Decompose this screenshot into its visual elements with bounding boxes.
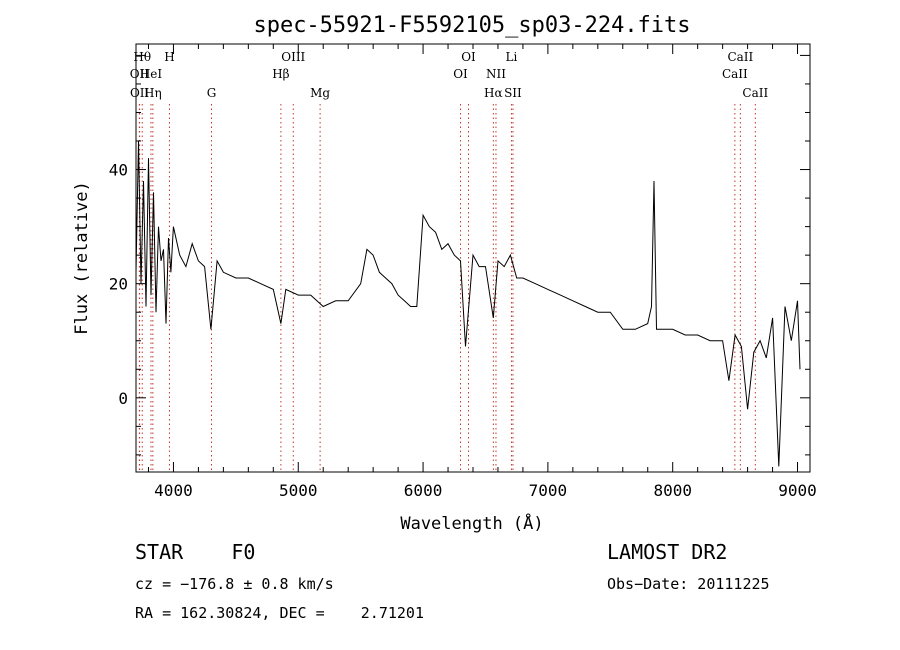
line-marker-label: OI (461, 50, 476, 64)
line-marker-label: OIII (281, 50, 305, 64)
y-tick-label: 40 (109, 161, 128, 180)
x-tick-label: 8000 (653, 481, 692, 500)
y-axis-label: Flux (relative) (72, 181, 92, 335)
line-marker-label: SII (504, 86, 522, 100)
line-marker-label: Li (506, 50, 518, 64)
line-markers: OII OII Hθ HeI Hη H G Hβ OIII Mg OI OI NII Hα Li SII CaI… (130, 50, 768, 472)
line-marker-label: OII (130, 67, 150, 81)
spectrum-chart: spec-55921-F5592105_sp03-224.fits OIIOII… (72, 13, 817, 534)
line-marker-label: NII (486, 67, 506, 81)
object-class: STAR F0 (135, 540, 256, 564)
line-marker-label: CaII (722, 67, 748, 81)
line-marker-label: Mg (310, 86, 330, 100)
line-marker-label: Hβ (272, 67, 289, 81)
y-tick-label: 20 (109, 275, 128, 294)
survey-name: LAMOST DR2 (607, 540, 728, 564)
x-tick-label: 6000 (404, 481, 443, 500)
x-tick-label: 5000 (279, 481, 318, 500)
line-marker-label: G (207, 86, 217, 100)
line-marker-label: CaII (727, 50, 753, 64)
line-marker-label: CaII (742, 86, 768, 100)
obs-date: Obs−Date: 20111225 (607, 575, 770, 593)
axes: 4000 5000 6000 7000 8000 9000 0 20 40 (109, 44, 817, 500)
x-tick-label: 7000 (529, 481, 568, 500)
redshift-cz: cz = −176.8 ± 0.8 km/s (135, 575, 334, 593)
line-marker-label: OI (453, 67, 468, 81)
line-marker-label: Hα (484, 86, 503, 100)
line-marker-label: Hη (144, 86, 162, 100)
line-marker-label: OII (130, 86, 150, 100)
line-marker-label: H (164, 50, 174, 64)
line-marker-label: HeI (140, 67, 163, 81)
x-tick-label: 4000 (154, 481, 193, 500)
line-marker-label: Hθ (133, 50, 151, 64)
y-tick-label: 0 (118, 389, 128, 408)
ra-dec: RA = 162.30824, DEC = 2.71201 (135, 604, 424, 622)
x-tick-label: 9000 (778, 481, 817, 500)
x-axis-label: Wavelength (Å) (400, 512, 543, 534)
spectrum-line (135, 140, 801, 467)
chart-title: spec-55921-F5592105_sp03-224.fits (253, 13, 690, 38)
